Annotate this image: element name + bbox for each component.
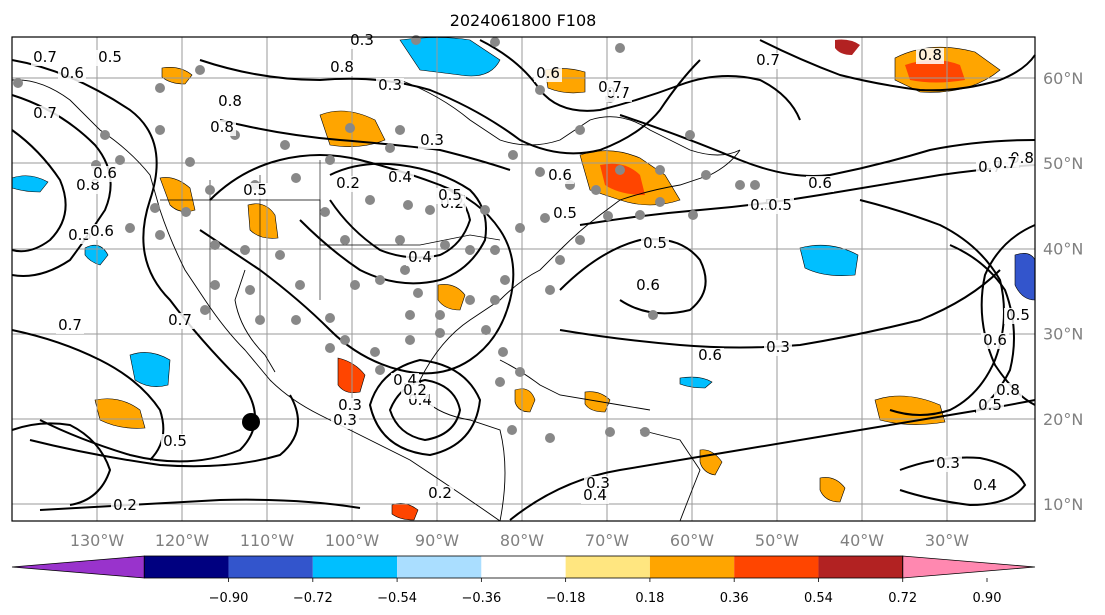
contour-label: 0.8 (996, 381, 1020, 399)
shaded-patches (11, 37, 1036, 521)
lon-label: 30°W (925, 531, 969, 550)
contour-label: 0.2 (428, 484, 452, 502)
colorbar-tick-label: −0.72 (293, 591, 333, 606)
contour-label: 0.6 (636, 276, 660, 294)
lon-label: 50°W (755, 531, 799, 550)
colorbar-tick-label: 0.72 (888, 591, 917, 606)
contour-label: 0.5 (438, 186, 462, 204)
contour-label: 0.8 (330, 58, 354, 76)
contour-label: 0.5 (243, 181, 267, 199)
colorbar-segment (734, 556, 819, 578)
lon-label: 80°W (500, 531, 544, 550)
contour-label: 0.3 (338, 396, 362, 414)
contour-label: 0.3 (586, 474, 610, 492)
contour-label: 0.8 (218, 92, 242, 110)
contour-label: 0.5 (643, 234, 667, 252)
contour-label: 0.6 (90, 222, 114, 240)
lon-label: 60°W (670, 531, 714, 550)
lat-label: 30°N (1043, 325, 1083, 344)
lon-label: 100°W (325, 531, 380, 550)
lon-label: 90°W (415, 531, 459, 550)
contour-label: 0.6 (93, 164, 117, 182)
colorbar-tick-label: −0.36 (461, 591, 501, 606)
lon-label: 110°W (240, 531, 295, 550)
longitude-labels: 130°W 120°W 110°W 100°W 90°W 80°W 70°W 60°W 50°W… (70, 531, 969, 550)
lat-label: 20°N (1043, 410, 1083, 429)
colorbar-extend-high (902, 555, 1036, 579)
contour-label: 0.4 (583, 486, 607, 504)
station-dots (13, 35, 760, 443)
colorbar: −0.90 −0.72 −0.54 −0.36 −0.18 0.18 0.36 0.54 0.7… (11, 555, 1036, 606)
contour-label: 0.5 (978, 396, 1002, 414)
contour-label: 0.3 (333, 411, 357, 429)
contour-label: 0.8 (210, 118, 234, 136)
contour-label: 0.5 (768, 196, 792, 214)
map-panel: 0.70.60.50.80.70.80.60.80.50.50.7 0.70.50… (11, 31, 1036, 522)
colorbar-segment (144, 556, 229, 578)
contour-label: 0.6 (698, 346, 722, 364)
contour-label: 0.5 (98, 48, 122, 66)
contour-label: 0.4 (388, 168, 412, 186)
contour-label: 0.5 (163, 432, 187, 450)
colorbar-tick-label: 0.36 (720, 591, 749, 606)
contour-label: 0.3 (350, 31, 374, 49)
lon-label: 70°W (585, 531, 629, 550)
storm-marker (242, 413, 260, 431)
contour-label: 0.7 (598, 78, 622, 96)
contour-label: 0.5 (68, 226, 92, 244)
latitude-labels: 60°N 50°N 40°N 30°N 20°N 10°N (1043, 69, 1083, 514)
contour-label: 0.7 (58, 316, 82, 334)
colorbar-segment (481, 556, 566, 578)
contour-label: 0.6 (536, 64, 560, 82)
contour-label: 0.6 (808, 174, 832, 192)
chart-title: 2024061800 F108 (450, 11, 597, 30)
colorbar-segment (397, 556, 482, 578)
colorbar-segment (312, 556, 398, 578)
colorbar-extend-low (11, 555, 145, 579)
colorbar-segment (649, 556, 735, 578)
colorbar-tick-label: −0.54 (377, 591, 417, 606)
contour-label: 0.3 (378, 76, 402, 94)
lon-label: 40°W (840, 531, 884, 550)
contour-label: 0.2 (403, 381, 427, 399)
contour-label: 0.2 (113, 496, 137, 514)
colorbar-segment (818, 556, 903, 578)
colorbar-tick-label: −0.90 (209, 591, 249, 606)
contour-labels: 0.70.60.50.80.70.80.60.80.50.50.7 0.70.50… (31, 31, 1036, 514)
contour-label: 0.2 (336, 174, 360, 192)
contour-label: 0.7 (756, 51, 780, 69)
colorbar-tick-label: 0.54 (804, 591, 833, 606)
contour-label: 0.6 (60, 64, 84, 82)
contour-label: 0.7 (993, 154, 1017, 172)
contour-label: 0.6 (983, 331, 1007, 349)
colorbar-tick-label: 0.90 (973, 591, 1002, 606)
colorbar-tick-label: −0.18 (546, 591, 586, 606)
contour-label: 0.3 (766, 338, 790, 356)
lat-label: 40°N (1043, 239, 1083, 258)
contour-label: 0.6 (548, 166, 572, 184)
lon-label: 120°W (155, 531, 210, 550)
lat-label: 60°N (1043, 69, 1083, 88)
colorbar-tick-label: 0.18 (635, 591, 664, 606)
contour-label: 0.5 (553, 204, 577, 222)
colorbar-segment (565, 556, 650, 578)
contour-label: 0.5 (1006, 306, 1030, 324)
contour-label: 0.3 (420, 131, 444, 149)
contour-label: 0.7 (33, 48, 57, 66)
contour-label: 0.4 (408, 248, 432, 266)
lat-label: 10°N (1043, 495, 1083, 514)
colorbar-segment (228, 556, 313, 578)
contour-label: 0.3 (936, 454, 960, 472)
contour-label: 0.7 (33, 104, 57, 122)
contour-label: 0.4 (973, 476, 997, 494)
lon-label: 130°W (70, 531, 125, 550)
contour-label: 0.7 (168, 311, 192, 329)
lat-label: 50°N (1043, 154, 1083, 173)
contour-label: 0.8 (918, 46, 942, 64)
